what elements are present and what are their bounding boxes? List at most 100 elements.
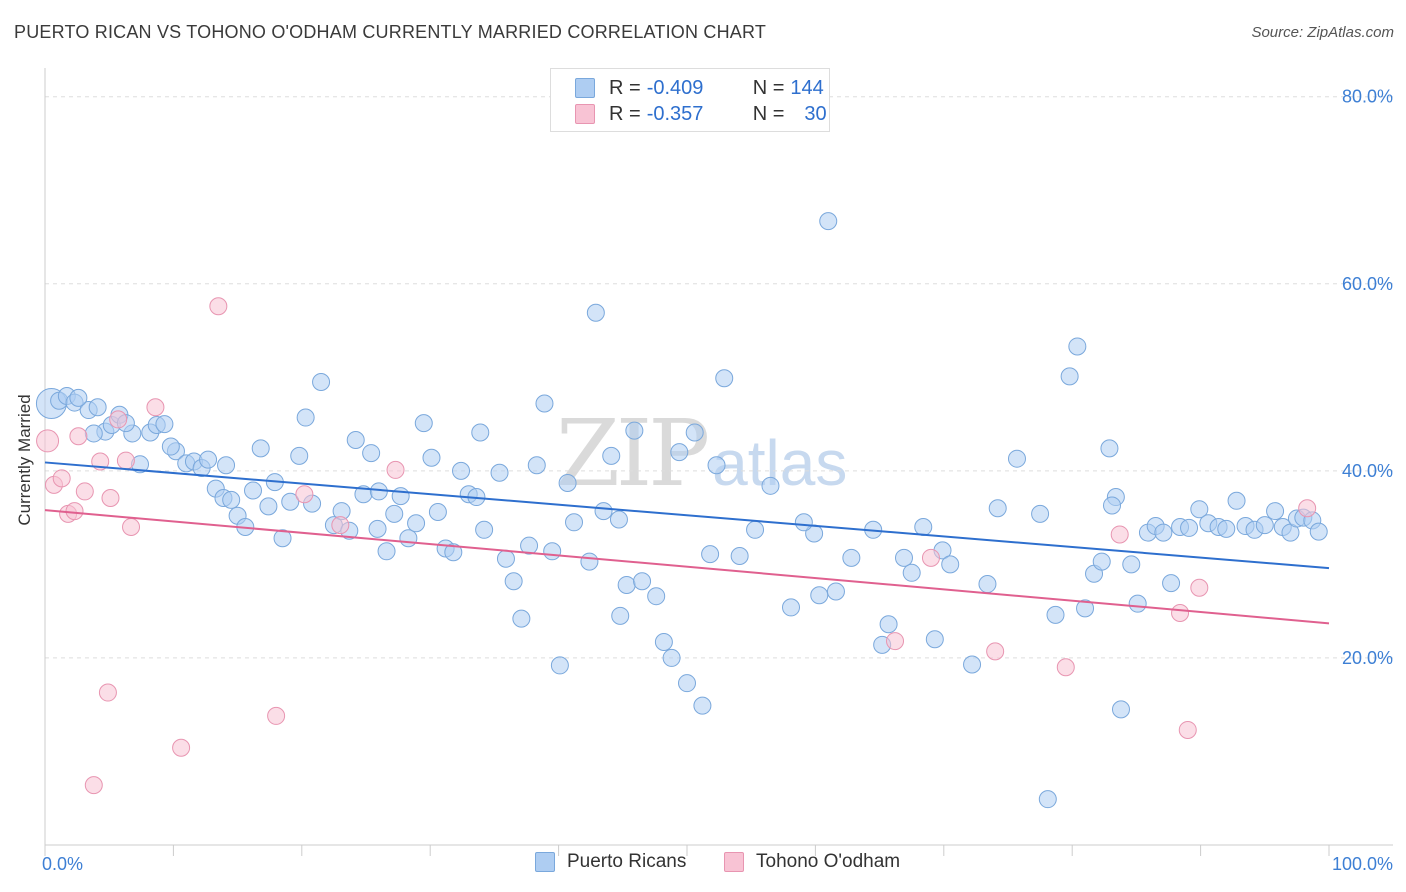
puerto-rican-point bbox=[941, 555, 960, 574]
legend-swatch-pink bbox=[575, 104, 595, 124]
puerto-rican-point bbox=[69, 388, 88, 407]
legend-r-label: R = bbox=[609, 76, 641, 99]
tohono-oodham-point bbox=[1178, 720, 1197, 739]
puerto-rican-point bbox=[1031, 504, 1050, 523]
puerto-rican-point bbox=[647, 587, 666, 606]
puerto-rican-point bbox=[794, 513, 813, 532]
puerto-rican-point bbox=[475, 520, 494, 539]
puerto-rican-point bbox=[1103, 496, 1122, 515]
chart-title: PUERTO RICAN VS TOHONO O'ODHAM CURRENTLY… bbox=[14, 22, 767, 42]
puerto-rican-point bbox=[199, 450, 218, 469]
tohono-oodham-point bbox=[52, 469, 71, 488]
watermark: ZIPatlas bbox=[556, 400, 847, 507]
y-axis-label: Currently Married bbox=[15, 394, 34, 526]
puerto-rican-point bbox=[535, 394, 554, 413]
puerto-rican-point bbox=[826, 582, 845, 601]
puerto-rican-point bbox=[490, 463, 509, 482]
puerto-rican-point bbox=[633, 572, 652, 591]
tohono-oodham-point bbox=[69, 427, 88, 446]
tohono-oodham-point bbox=[386, 460, 405, 479]
puerto-rican-point bbox=[558, 474, 577, 493]
tohono-oodham-point bbox=[1298, 499, 1317, 518]
puerto-rican-point bbox=[1060, 367, 1079, 386]
puerto-rican-point bbox=[543, 542, 562, 561]
legend-swatch-blue bbox=[575, 78, 595, 98]
tohono-oodham-point bbox=[209, 297, 228, 316]
x-tick-label: 100.0% bbox=[1332, 854, 1393, 874]
puerto-rican-point bbox=[565, 513, 584, 532]
puerto-rican-point bbox=[369, 482, 388, 501]
legend-n-value: 144 bbox=[790, 76, 824, 99]
puerto-rican-point bbox=[988, 499, 1007, 518]
puerto-rican-point bbox=[1180, 518, 1199, 537]
puerto-rican-point bbox=[452, 461, 471, 480]
puerto-rican-point bbox=[385, 504, 404, 523]
puerto-rican-point bbox=[611, 606, 630, 625]
puerto-rican-point bbox=[391, 487, 410, 506]
puerto-rican-point bbox=[1046, 605, 1065, 624]
puerto-rican-point bbox=[251, 439, 270, 458]
chart-source: Source: ZipAtlas.com bbox=[1251, 24, 1394, 41]
puerto-rican-point bbox=[1217, 519, 1236, 538]
puerto-rican-point bbox=[586, 303, 605, 322]
puerto-rican-point bbox=[1007, 449, 1026, 468]
puerto-rican-point bbox=[761, 476, 780, 495]
correlation-legend: R = -0.409 N = 144 R = -0.357 N = 30 bbox=[550, 68, 830, 132]
puerto-rican-point bbox=[244, 481, 263, 500]
series-legend-tohono-oodham: Tohono O'odham bbox=[724, 851, 900, 873]
tohono-oodham-point bbox=[101, 488, 120, 507]
puerto-rican-point bbox=[580, 552, 599, 571]
puerto-rican-point bbox=[963, 655, 982, 674]
puerto-rican-point bbox=[512, 609, 531, 628]
puerto-rican-point bbox=[670, 443, 689, 462]
puerto-rican-point bbox=[444, 543, 463, 562]
puerto-rican-point bbox=[685, 423, 704, 442]
puerto-rican-point bbox=[88, 398, 107, 417]
puerto-rican-point bbox=[1128, 594, 1147, 613]
puerto-rican-point bbox=[1122, 555, 1141, 574]
tohono-oodham-point bbox=[172, 738, 191, 757]
series-swatch-blue bbox=[535, 852, 555, 872]
tohono-oodham-point bbox=[921, 548, 940, 567]
puerto-rican-point bbox=[730, 546, 749, 565]
puerto-rican-point bbox=[273, 529, 292, 548]
puerto-rican-point bbox=[161, 437, 180, 456]
tohono-oodham-point bbox=[1171, 604, 1190, 623]
puerto-rican-point bbox=[259, 497, 278, 516]
puerto-rican-point bbox=[1190, 500, 1209, 519]
puerto-rican-point bbox=[693, 696, 712, 715]
y-tick-label: 60.0% bbox=[1342, 274, 1393, 294]
puerto-rican-point bbox=[471, 423, 490, 442]
puerto-rican-point bbox=[84, 424, 103, 443]
puerto-rican-point bbox=[428, 503, 447, 522]
puerto-rican-point bbox=[609, 510, 628, 529]
puerto-rican-point bbox=[1154, 523, 1173, 542]
puerto-rican-point bbox=[654, 633, 673, 652]
puerto-rican-point bbox=[290, 446, 309, 465]
puerto-rican-point bbox=[819, 212, 838, 231]
puerto-rican-point bbox=[602, 446, 621, 465]
tohono-oodham-point bbox=[84, 776, 103, 795]
puerto-rican-point bbox=[1100, 439, 1119, 458]
puerto-rican-point bbox=[1266, 502, 1285, 521]
puerto-rican-point bbox=[594, 502, 613, 521]
legend-n-label: N = bbox=[752, 102, 785, 125]
tohono-oodham-point bbox=[109, 410, 128, 429]
puerto-rican-point bbox=[399, 529, 418, 548]
puerto-rican-point bbox=[296, 408, 315, 427]
legend-n-value: 30 bbox=[804, 102, 827, 125]
puerto-rican-point bbox=[894, 548, 913, 567]
puerto-rican-point bbox=[550, 656, 569, 675]
y-tick-label: 20.0% bbox=[1342, 648, 1393, 668]
puerto-rican-point bbox=[782, 598, 801, 617]
series-legend-puerto-ricans: Puerto Ricans bbox=[535, 851, 686, 873]
tohono-oodham-point bbox=[98, 683, 117, 702]
legend-r-label: R = bbox=[609, 102, 641, 125]
y-tick-label: 40.0% bbox=[1342, 461, 1393, 481]
tohono-oodham-point bbox=[116, 451, 135, 470]
tohono-oodham-point bbox=[146, 398, 165, 417]
tohono-oodham-point bbox=[1110, 525, 1129, 544]
y-tick-label: 80.0% bbox=[1342, 87, 1393, 107]
legend-r-value: -0.357 bbox=[646, 102, 704, 125]
